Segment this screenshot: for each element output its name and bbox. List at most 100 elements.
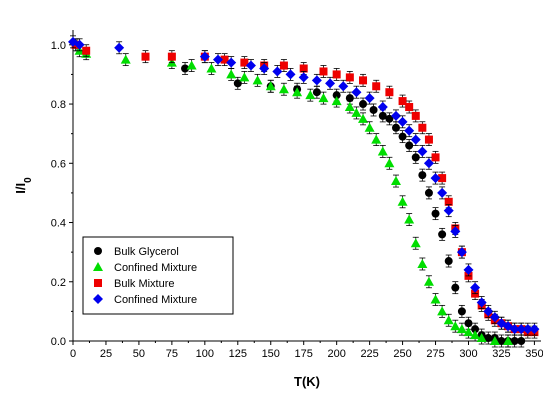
y-axis-title-main: I/I xyxy=(13,183,28,194)
axes: 0 25 50 75 100 125 150 175 200 225 250 275 300 325 350… xyxy=(51,30,543,360)
data-point xyxy=(359,100,368,109)
data-point xyxy=(497,337,506,345)
x-tick-label: 275 xyxy=(426,348,444,360)
data-point xyxy=(451,283,460,292)
data-point xyxy=(463,327,474,337)
y-tick-label: 0.6 xyxy=(51,158,66,170)
data-point xyxy=(410,134,421,145)
svg-text:I/I0: I/I0 xyxy=(13,177,34,194)
data-point xyxy=(438,230,447,239)
data-point xyxy=(351,107,362,117)
data-point xyxy=(252,75,263,85)
data-point xyxy=(245,60,256,71)
data-point xyxy=(390,110,401,121)
data-point xyxy=(423,276,434,286)
data-point xyxy=(226,69,237,79)
data-point xyxy=(240,58,249,67)
data-point xyxy=(405,141,414,150)
x-tick-label: 25 xyxy=(100,348,112,360)
data-point xyxy=(424,188,433,197)
legend-label: Bulk Glycerol xyxy=(114,246,179,258)
data-point xyxy=(338,81,349,92)
data-point xyxy=(398,97,407,106)
data-point xyxy=(424,135,433,144)
data-point xyxy=(141,52,150,61)
data-point xyxy=(298,72,309,83)
data-point xyxy=(470,330,481,340)
data-point xyxy=(517,337,526,345)
y-tick-label: 0.4 xyxy=(51,218,66,230)
data-point xyxy=(377,146,388,156)
data-point xyxy=(404,125,415,136)
data-point xyxy=(450,321,461,331)
data-point xyxy=(437,306,448,316)
data-point xyxy=(516,324,527,335)
data-point xyxy=(220,55,229,64)
data-point xyxy=(344,102,355,112)
legend-marker xyxy=(94,247,102,255)
data-point xyxy=(167,52,176,61)
data-point xyxy=(265,81,276,91)
data-point xyxy=(398,132,407,141)
data-point xyxy=(431,153,440,162)
data-point xyxy=(443,315,454,325)
data-point xyxy=(82,46,91,55)
data-point xyxy=(430,173,441,184)
data-point xyxy=(418,171,427,180)
data-point xyxy=(377,102,388,113)
x-tick-label: 100 xyxy=(196,348,214,360)
data-point xyxy=(278,84,289,94)
series-circle xyxy=(72,38,526,348)
data-point xyxy=(351,87,362,98)
legend-marker xyxy=(94,279,102,287)
data-point xyxy=(239,72,250,82)
data-point xyxy=(385,88,394,97)
x-tick-label: 225 xyxy=(360,348,378,360)
data-point xyxy=(384,158,395,168)
data-point xyxy=(305,90,316,100)
data-points xyxy=(68,35,540,348)
data-point xyxy=(431,209,440,218)
data-point xyxy=(470,282,481,293)
data-point xyxy=(285,69,296,80)
data-point xyxy=(390,176,401,186)
data-point xyxy=(410,238,421,248)
x-tick-label: 125 xyxy=(229,348,247,360)
data-point xyxy=(364,93,375,104)
data-point xyxy=(484,334,493,343)
y-tick-label: 0.0 xyxy=(51,336,66,348)
data-point xyxy=(522,324,533,335)
data-point xyxy=(430,294,441,304)
x-tick-label: 250 xyxy=(393,348,411,360)
data-point xyxy=(476,297,487,308)
data-point xyxy=(444,257,453,266)
y-tick-label: 0.8 xyxy=(51,99,66,111)
legend-label: Bulk Mixture xyxy=(114,278,175,290)
data-point xyxy=(450,226,461,237)
data-point xyxy=(279,61,288,70)
data-point xyxy=(332,70,341,79)
data-point xyxy=(299,64,308,73)
data-point xyxy=(464,319,473,328)
series-diamond xyxy=(68,35,540,336)
data-point xyxy=(364,122,375,132)
x-axis-title: T(K) xyxy=(294,374,320,389)
data-point xyxy=(186,60,197,70)
data-point xyxy=(444,197,453,206)
data-point xyxy=(443,205,454,216)
data-point xyxy=(463,264,474,275)
data-point xyxy=(259,63,270,74)
data-point xyxy=(405,103,414,112)
data-point xyxy=(181,64,190,73)
x-tick-label: 300 xyxy=(459,348,477,360)
data-point xyxy=(345,94,354,103)
data-point xyxy=(311,75,322,86)
data-point xyxy=(417,258,428,268)
data-point xyxy=(437,187,448,198)
data-point xyxy=(489,312,500,323)
data-point xyxy=(319,67,328,76)
x-tick-label: 175 xyxy=(295,348,313,360)
legend-marker xyxy=(93,262,103,271)
data-point xyxy=(489,336,500,345)
